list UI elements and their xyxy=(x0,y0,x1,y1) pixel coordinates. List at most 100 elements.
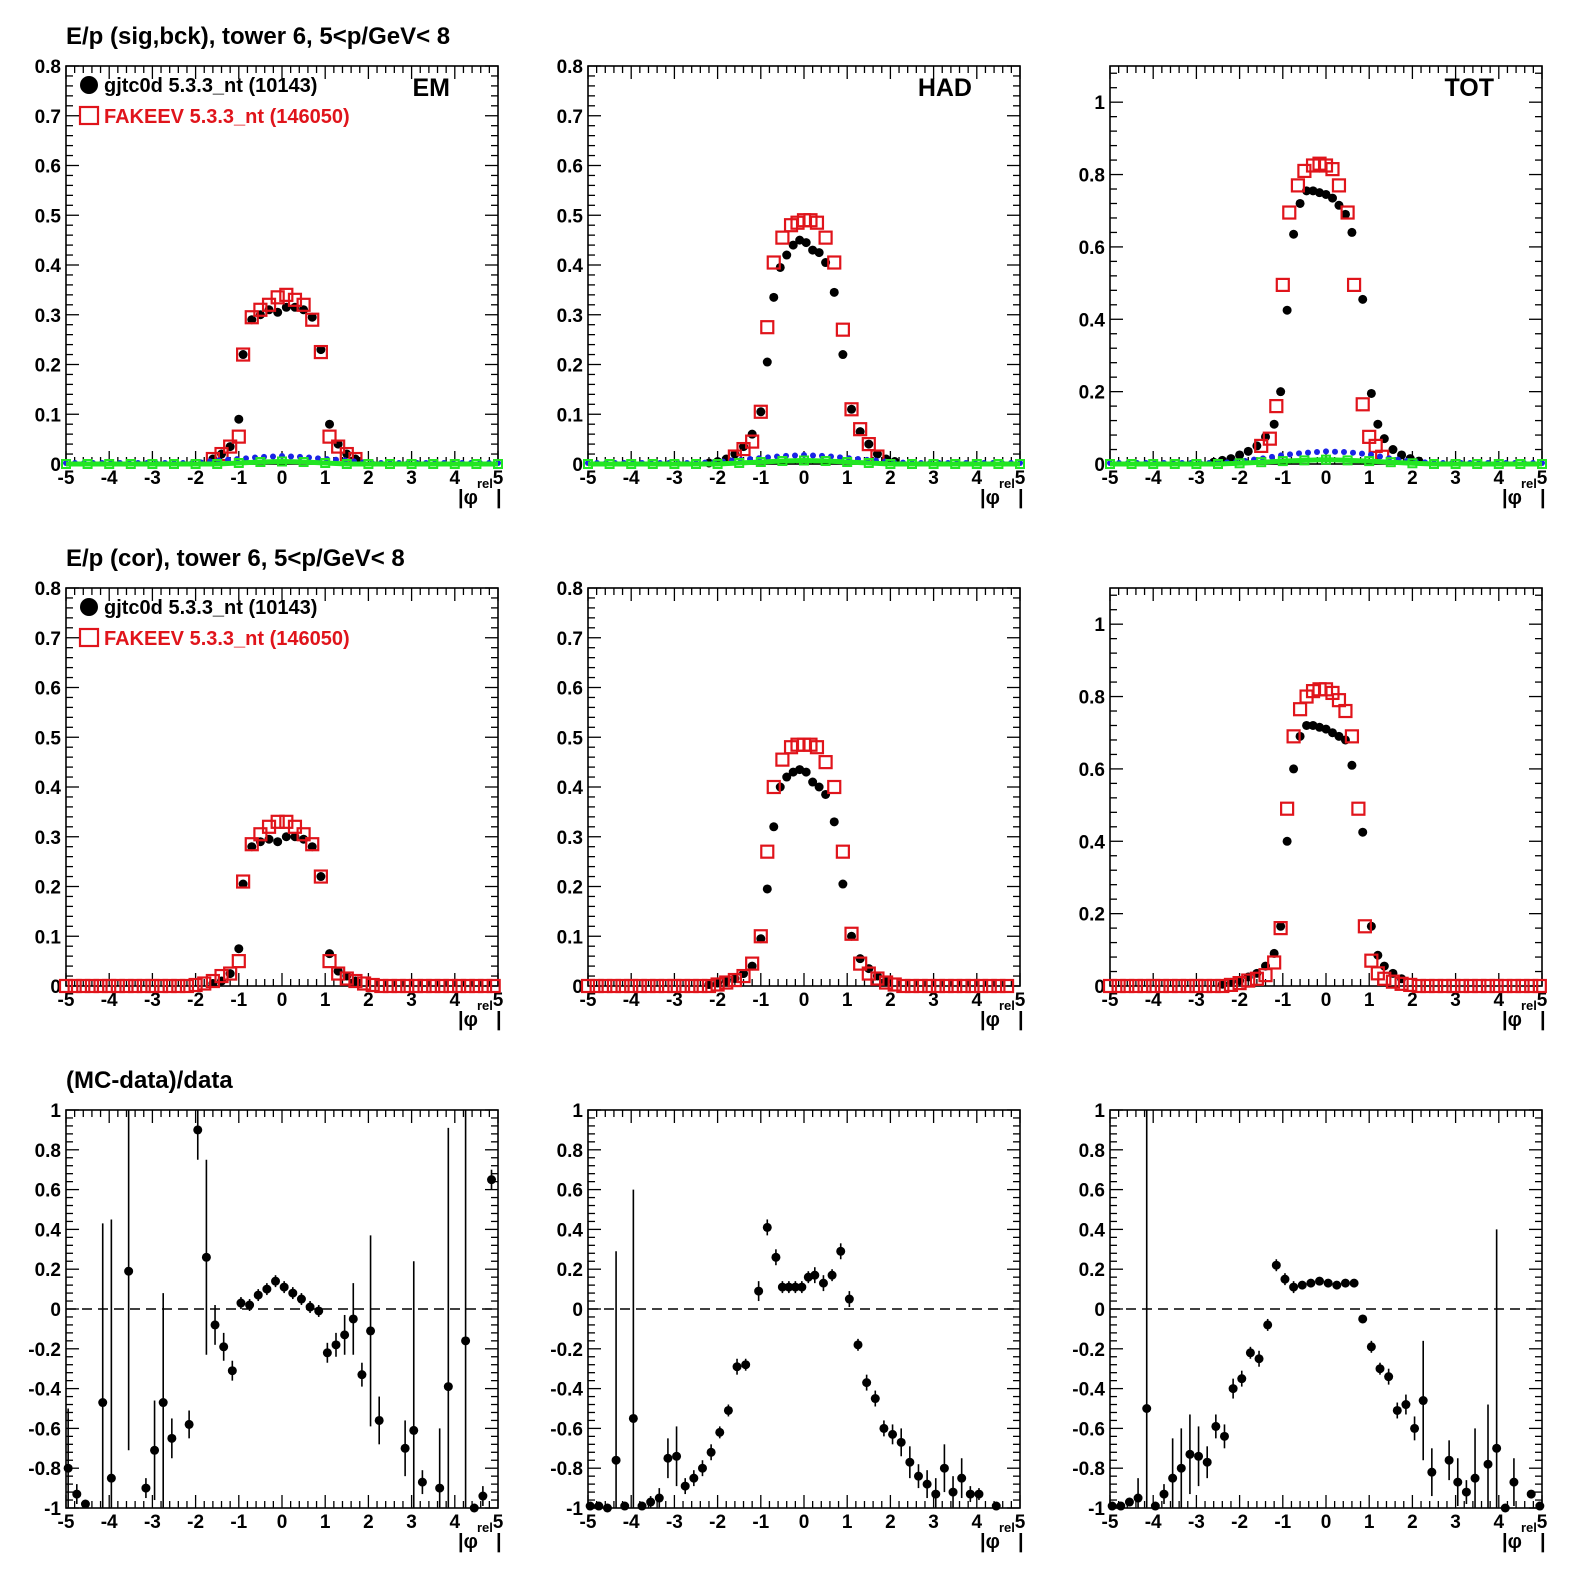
x-tick-label: 4 xyxy=(972,1512,983,1533)
series-open-square xyxy=(1254,156,1390,464)
x-tick-label: -5 xyxy=(1102,990,1119,1011)
mc-point xyxy=(809,740,825,755)
ratio-point xyxy=(1384,1372,1394,1382)
background-blue-point xyxy=(315,455,321,462)
x-tick-label: 0 xyxy=(799,990,810,1011)
mc-point xyxy=(913,978,928,994)
mc-point xyxy=(486,978,501,994)
mc-point xyxy=(1394,976,1409,991)
data-point xyxy=(1388,445,1398,455)
panel-r3-c2: -1 -0.8 -0.6 -0.4 -0.2 0 0.2 0.4 0.6 0.8 1 -5 -4 -3 -2… xyxy=(550,1101,1025,1553)
background-blue-point xyxy=(1305,449,1311,456)
ratio-point xyxy=(1461,1487,1471,1497)
mc-point xyxy=(1146,978,1161,994)
ratio-point xyxy=(417,1477,427,1487)
mc-point xyxy=(589,978,604,994)
ratio-point xyxy=(443,1382,453,1392)
mc-point xyxy=(766,255,781,270)
data-point xyxy=(829,287,839,297)
background-green-point xyxy=(604,459,615,469)
mc-point xyxy=(1223,977,1239,993)
x-tick-label: -3 xyxy=(1188,990,1205,1011)
x-axis-label-close: | xyxy=(1540,1009,1546,1031)
y-tick-label: 0.3 xyxy=(35,306,61,327)
ratio-point xyxy=(150,1445,160,1455)
y-tick-label: 1 xyxy=(1094,1101,1105,1122)
data-point xyxy=(1289,229,1299,239)
data-point xyxy=(782,772,792,782)
ratio-point xyxy=(201,1252,211,1262)
mc-point xyxy=(469,978,484,994)
ratio-point xyxy=(167,1433,177,1443)
mc-point xyxy=(270,814,285,829)
y-tick-label: 1 xyxy=(1094,615,1105,636)
ratio-point xyxy=(715,1427,725,1437)
ratio-point xyxy=(853,1340,863,1350)
background-green-point xyxy=(1472,459,1483,469)
mc-point xyxy=(296,827,311,842)
background-green-point xyxy=(277,456,287,467)
mc-point xyxy=(736,968,751,984)
ratio-point xyxy=(594,1501,604,1511)
data-point xyxy=(847,931,857,941)
ratio-point xyxy=(357,1370,367,1380)
mc-point xyxy=(745,956,760,971)
ratio-point xyxy=(732,1362,742,1372)
data-point xyxy=(1276,387,1286,397)
mc-point xyxy=(179,978,195,994)
y-tick-label: 0.1 xyxy=(35,405,62,426)
data-point xyxy=(307,312,317,322)
mc-point xyxy=(844,926,859,941)
x-axis-label-superscript: rel xyxy=(999,998,1015,1013)
series-green-bck xyxy=(61,456,503,469)
x-tick-label: 2 xyxy=(885,1512,896,1533)
background-green-point xyxy=(471,459,482,469)
x-tick-label: 3 xyxy=(1450,990,1461,1011)
background-green-point xyxy=(950,459,961,469)
y-tick-label: 0.8 xyxy=(1079,1141,1105,1162)
background-green-point xyxy=(842,457,853,468)
x-tick-label: 0 xyxy=(799,1512,810,1533)
data-point xyxy=(762,357,772,367)
data-point xyxy=(1373,419,1383,429)
background-green-point xyxy=(1515,459,1526,469)
y-tick-label: 0.8 xyxy=(35,57,61,78)
x-tick-label: 3 xyxy=(928,990,939,1011)
mc-point xyxy=(1197,978,1213,994)
data-point xyxy=(1282,836,1292,846)
ratio-point xyxy=(374,1415,384,1425)
panels: 0 0.1 0.2 0.3 0.4 0.5 0.6 0.7 0.8 -5 -4 -3 -2 -1 0 1 2 3 4… xyxy=(28,57,1547,1553)
background-band xyxy=(1110,457,1542,467)
y-tick-label: 0.2 xyxy=(35,1260,61,1281)
mc-point xyxy=(365,977,380,993)
data-point xyxy=(234,414,244,424)
mc-point xyxy=(400,978,415,994)
x-tick-label: 2 xyxy=(1407,990,1418,1011)
mc-point xyxy=(305,312,320,327)
y-tick-label: 0.3 xyxy=(557,306,583,327)
background-green-point xyxy=(1299,455,1310,466)
mc-point xyxy=(296,297,311,312)
ratio-point xyxy=(1483,1459,1493,1469)
ratio-point xyxy=(754,1286,764,1296)
ratio-point xyxy=(1332,1280,1342,1290)
background-green-point xyxy=(712,459,723,469)
mc-point xyxy=(939,978,954,994)
background-band xyxy=(66,459,498,467)
background-green-point xyxy=(169,459,179,469)
ratio-point xyxy=(706,1447,716,1457)
background-green-point xyxy=(493,459,503,469)
x-tick-label: -3 xyxy=(1188,1512,1205,1533)
x-tick-label: 0 xyxy=(277,990,288,1011)
mc-point xyxy=(1437,978,1452,994)
background-green-point xyxy=(233,458,244,469)
x-tick-label: 0 xyxy=(1321,990,1332,1011)
ratio-point xyxy=(435,1483,445,1493)
x-tick-label: 1 xyxy=(1364,990,1375,1011)
x-tick-label: -3 xyxy=(1188,468,1205,489)
ratio-point xyxy=(777,1282,787,1292)
background-green-point xyxy=(626,459,637,469)
mc-point xyxy=(701,978,717,994)
ratio-point xyxy=(879,1423,889,1433)
ratio-point xyxy=(1271,1260,1281,1270)
